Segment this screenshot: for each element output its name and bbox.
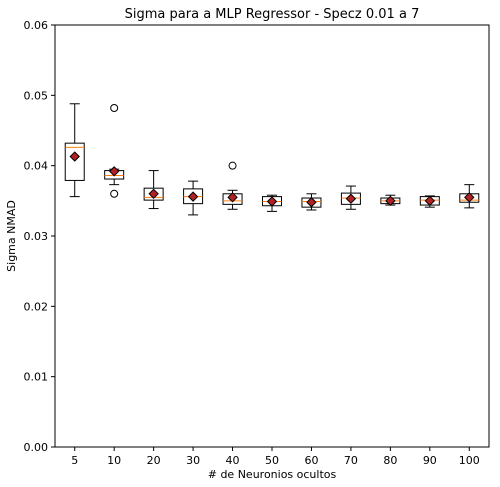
x-axis-label: # de Neuronios ocultos [208,468,337,481]
chart-title: Sigma para a MLP Regressor - Specz 0.01 … [125,7,420,22]
y-tick-label: 0.05 [24,89,49,102]
x-tick-label: 5 [71,454,78,467]
y-tick-label: 0.06 [24,19,49,32]
y-tick-label: 0.01 [24,371,49,384]
x-tick-label: 60 [304,454,318,467]
box [64,142,85,181]
x-tick-label: 20 [147,454,161,467]
outlier-point [110,103,119,112]
x-tick-label: 100 [459,454,480,467]
x-tick-label: 40 [226,454,240,467]
mean-marker [424,195,436,207]
mean-marker [464,192,475,203]
mean-marker [108,166,120,177]
mean-marker [227,192,238,203]
mean-marker [69,151,80,162]
mean-marker [187,191,199,202]
y-axis-label: Sigma NMAD [5,200,18,272]
axes-frame [54,24,490,448]
x-tick-label: 90 [423,454,437,467]
mean-marker [306,197,317,208]
box [340,192,361,205]
x-tick-label: 10 [107,454,121,467]
y-tick-label: 0.02 [24,300,49,313]
y-tick-label: 0.03 [24,230,49,243]
x-tick-label: 80 [383,454,397,467]
mean-marker [385,195,396,207]
plot-area: 0.00 0.01 0.02 0.03 0.04 0.05 0.06 5 10 20 30 40 50 6… [24,19,490,467]
outlier-point [228,161,237,170]
x-tick-label: 50 [265,454,279,467]
box [143,187,164,201]
outlier-point [110,189,119,198]
x-tick-label: 70 [344,454,358,467]
mean-marker [266,196,278,207]
mean-marker [148,188,159,200]
mean-marker [345,193,357,204]
x-tick-label: 30 [186,454,200,467]
y-tick-label: 0.04 [24,160,49,173]
y-tick-label: 0.00 [24,441,49,454]
